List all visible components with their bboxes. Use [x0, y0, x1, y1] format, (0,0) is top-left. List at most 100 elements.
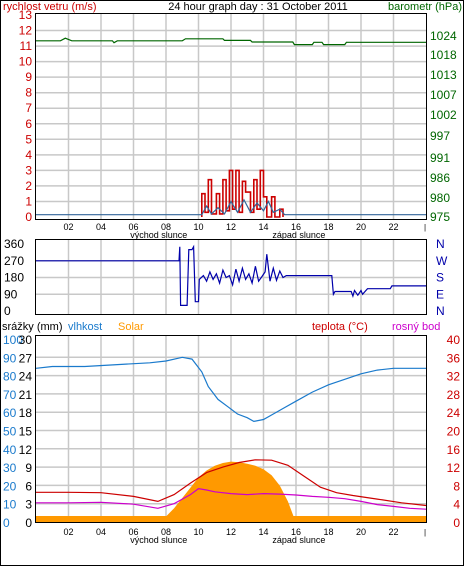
dir-letter-0: N — [436, 304, 445, 318]
p3-xtick-3: 08 — [161, 527, 171, 537]
p1-xtick-4: 10 — [193, 222, 203, 232]
wind-tick-4: 4 — [25, 148, 32, 162]
chart-title: 24 hour graph day : 31 October 2011 — [168, 1, 348, 13]
baro-tick-9: 1024 — [430, 29, 457, 43]
humidity-tick-1: 10 — [3, 498, 17, 512]
p3-xtick-7: 16 — [291, 527, 301, 537]
rain-tick-1: 3 — [25, 498, 32, 512]
rain-tick-5: 15 — [19, 425, 33, 439]
temp-tick-8: 32 — [447, 370, 461, 384]
dir-letter-2: S — [436, 271, 444, 285]
p1-xtick-6: 14 — [258, 222, 268, 232]
wind-tick-9: 9 — [25, 70, 32, 84]
p3-xtick-5: 12 — [226, 527, 236, 537]
p3-end-marker: | — [424, 528, 426, 537]
p3-xtick-4: 10 — [193, 527, 203, 537]
rain-tick-7: 21 — [19, 388, 33, 402]
temp-tick-2: 8 — [453, 479, 460, 493]
baro-tick-5: 1002 — [430, 108, 457, 122]
solar-baseline-band — [36, 516, 426, 522]
dir-letter-4: N — [436, 237, 445, 251]
rain-tick-9: 27 — [19, 351, 33, 365]
humidity-tick-0: 0 — [3, 516, 10, 530]
wind-tick-3: 3 — [25, 163, 32, 177]
wind-tick-12: 12 — [19, 24, 33, 38]
p1-xtick-10: 22 — [388, 222, 398, 232]
dew-axis-label: rosný bod — [392, 321, 440, 333]
humidity-tick-5: 50 — [3, 425, 17, 439]
p1-sunset-label: západ slunce — [272, 230, 325, 240]
wind-tick-8: 8 — [25, 86, 32, 100]
humidity-tick-2: 20 — [3, 479, 17, 493]
wind-tick-11: 11 — [20, 39, 33, 53]
p1-xtick-2: 06 — [128, 222, 138, 232]
wind-direction-line — [36, 244, 426, 306]
humidity-tick-9: 90 — [3, 351, 17, 365]
humidity-tick-8: 80 — [3, 370, 17, 384]
p3-sunrise-label: východ slunce — [130, 535, 187, 545]
wind-tick-7: 7 — [25, 101, 32, 115]
humidity-line — [35, 356, 426, 423]
rain-tick-6: 18 — [19, 406, 33, 420]
p3-xtick-6: 14 — [258, 527, 268, 537]
temp-tick-4: 16 — [447, 443, 461, 457]
p3-xtick-9: 20 — [356, 527, 366, 537]
humidity-tick-7: 70 — [3, 388, 17, 402]
p3-xtick-8: 18 — [323, 527, 333, 537]
wind-tick-1: 1 — [25, 194, 32, 208]
dir-letter-1: E — [436, 287, 444, 301]
temp-tick-3: 12 — [447, 461, 461, 475]
humidity-axis-label: vlhkost — [68, 321, 102, 333]
p1-sunrise-label: východ slunce — [130, 230, 187, 240]
baro-tick-0: 975 — [430, 210, 450, 224]
wind-tick-10: 10 — [19, 55, 33, 69]
wind-tick-5: 5 — [25, 132, 32, 146]
humidity-tick-4: 40 — [3, 443, 17, 457]
p1-xtick-7: 16 — [291, 222, 301, 232]
temp-tick-7: 28 — [447, 388, 461, 402]
temp-axis-label: teplota (°C) — [312, 321, 368, 333]
p1-xtick-9: 20 — [356, 222, 366, 232]
solar-area — [159, 461, 296, 522]
humidity-tick-10: 100 — [3, 333, 23, 347]
p3-xtick-2: 06 — [128, 527, 138, 537]
dir-tick-2: 180 — [4, 271, 24, 285]
rain-tick-4: 12 — [19, 443, 33, 457]
rain-tick-2: 6 — [25, 479, 32, 493]
humidity-tick-3: 30 — [3, 461, 17, 475]
wind-tick-6: 6 — [25, 117, 32, 131]
wind-gust-line — [201, 169, 284, 218]
temp-tick-9: 36 — [447, 351, 461, 365]
wind-axis-label: rychlost vetru (m/s) — [3, 1, 97, 13]
dir-tick-4: 360 — [4, 237, 24, 251]
baro-tick-1: 980 — [430, 191, 450, 205]
baro-tick-7: 1013 — [430, 68, 457, 82]
barometer-line — [36, 37, 426, 46]
p1-xtick-1: 04 — [96, 222, 106, 232]
baro-tick-4: 997 — [430, 129, 450, 143]
rain-axis-label: srážky (mm) — [2, 321, 63, 333]
baro-tick-3: 991 — [430, 151, 450, 165]
dir-tick-0: 0 — [4, 304, 11, 318]
p1-end-marker: | — [424, 223, 426, 232]
wind-tick-13: 13 — [19, 8, 33, 22]
temp-tick-10: 40 — [447, 333, 461, 347]
rain-tick-3: 9 — [25, 461, 32, 475]
p1-xtick-0: 02 — [63, 222, 73, 232]
p1-xtick-8: 18 — [323, 222, 333, 232]
humidity-tick-6: 60 — [3, 406, 17, 420]
wind-avg-line — [36, 198, 426, 216]
rain-tick-8: 24 — [19, 370, 33, 384]
solar-axis-label: Solar — [118, 321, 144, 333]
temp-tick-6: 24 — [447, 406, 461, 420]
rain-tick-0: 0 — [25, 516, 32, 530]
dir-letter-3: W — [436, 254, 448, 268]
rain-tick-10: 30 — [19, 333, 33, 347]
dew-point-line — [36, 487, 427, 510]
temperature-line — [36, 459, 427, 507]
temp-tick-1: 4 — [453, 498, 460, 512]
p3-xtick-1: 04 — [96, 527, 106, 537]
p1-xtick-3: 08 — [161, 222, 171, 232]
temp-tick-0: 0 — [453, 516, 460, 530]
